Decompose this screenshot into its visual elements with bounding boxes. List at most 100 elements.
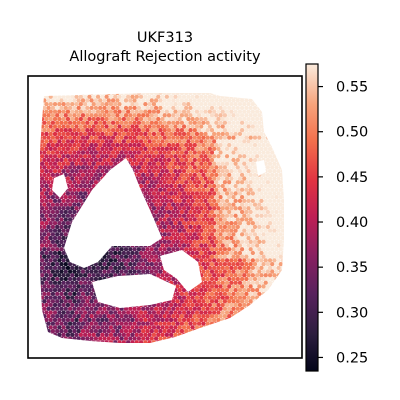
heatmap-spot	[181, 109, 187, 114]
heatmap-spot	[229, 109, 234, 114]
heatmap-spot	[255, 206, 260, 211]
heatmap-spot	[259, 176, 264, 181]
heatmap-spot	[44, 168, 49, 174]
heatmap-spot	[177, 228, 182, 233]
heatmap-spot	[192, 135, 197, 140]
heatmap-spot	[196, 128, 202, 133]
heatmap-spot	[224, 94, 230, 99]
heatmap-spot	[110, 120, 116, 125]
heatmap-spot	[50, 314, 56, 319]
heatmap-spot	[78, 198, 83, 204]
heatmap-spot	[237, 302, 243, 308]
heatmap-spot	[113, 273, 118, 278]
heatmap-spot	[209, 180, 215, 185]
heatmap-spot	[199, 288, 204, 293]
heatmap-spot	[246, 295, 251, 300]
heatmap-spot	[248, 93, 253, 96]
heatmap-spot	[138, 102, 144, 107]
heatmap-spot	[280, 325, 284, 330]
heatmap-spot	[233, 235, 238, 241]
heatmap-spot	[186, 295, 191, 300]
heatmap-spot	[44, 317, 49, 323]
heatmap-spot	[173, 183, 178, 189]
heatmap-spot	[72, 98, 77, 103]
heatmap-spot	[205, 135, 210, 140]
heatmap-spot	[42, 209, 47, 215]
heatmap-spot	[169, 317, 174, 323]
heatmap-spot	[220, 243, 225, 248]
heatmap-spot	[179, 150, 185, 155]
heatmap-spot	[166, 314, 172, 319]
heatmap-spot	[74, 288, 79, 293]
heatmap-spot	[244, 224, 249, 230]
heatmap-spot	[134, 265, 139, 270]
heatmap-spot	[52, 295, 58, 300]
heatmap-spot	[83, 102, 88, 107]
heatmap-spot	[231, 306, 236, 311]
heatmap-spot	[222, 232, 228, 237]
heatmap-spot	[229, 116, 234, 122]
heatmap-spot	[259, 213, 264, 218]
heatmap-spot	[244, 105, 249, 111]
heatmap-spot	[278, 321, 283, 326]
heatmap-spot	[175, 187, 180, 192]
heatmap-spot	[171, 299, 176, 304]
heatmap-spot	[40, 135, 43, 140]
heatmap-spot	[274, 142, 279, 148]
heatmap-spot	[237, 154, 243, 159]
heatmap-spot	[207, 340, 213, 343]
heatmap-spot	[194, 168, 200, 174]
heatmap-spot	[224, 302, 230, 308]
heatmap-spot	[272, 325, 277, 330]
heatmap-spot	[203, 228, 208, 233]
heatmap-spot	[255, 273, 260, 278]
heatmap-spot	[136, 328, 142, 334]
heatmap-spot	[280, 131, 284, 137]
heatmap-spot	[194, 94, 200, 99]
heatmap-spot	[272, 302, 277, 308]
heatmap-spot	[59, 321, 64, 326]
heatmap-spot	[280, 154, 284, 159]
heatmap-spot	[59, 135, 64, 140]
heatmap-spot	[184, 172, 189, 177]
heatmap-spot	[141, 93, 146, 96]
heatmap-spot	[110, 128, 116, 133]
heatmap-spot	[222, 172, 228, 177]
heatmap-spot	[267, 325, 273, 330]
heatmap-spot	[270, 150, 275, 155]
heatmap-spot	[184, 328, 189, 334]
heatmap-spot	[214, 336, 219, 341]
heatmap-spot	[239, 187, 245, 192]
heatmap-spot	[276, 250, 281, 256]
heatmap-spot	[55, 113, 60, 118]
heatmap-spot	[52, 198, 58, 204]
heatmap-spot	[196, 336, 202, 341]
heatmap-spot	[44, 116, 49, 122]
heatmap-spot	[222, 150, 228, 155]
heatmap-spot	[207, 131, 213, 137]
heatmap-spot	[216, 191, 221, 196]
heatmap-spot	[72, 314, 77, 319]
heatmap-spot	[276, 154, 281, 159]
heatmap-spot	[276, 161, 281, 166]
heatmap-spot	[153, 113, 159, 118]
heatmap-spot	[212, 183, 217, 189]
heatmap-spot	[67, 157, 73, 163]
heatmap-spot	[242, 325, 247, 330]
heatmap-spot	[52, 109, 58, 114]
heatmap-spot	[63, 209, 68, 215]
heatmap-spot	[257, 284, 262, 289]
heatmap-spot	[98, 128, 103, 133]
heatmap-spot	[261, 142, 266, 148]
heatmap-spot	[106, 336, 111, 341]
heatmap-spot	[42, 142, 47, 148]
heatmap-spot	[130, 250, 135, 256]
heatmap-spot	[91, 340, 96, 343]
heatmap-spot	[40, 284, 43, 289]
heatmap-spot	[158, 321, 163, 326]
heatmap-spot	[78, 288, 83, 293]
heatmap-spot	[201, 202, 206, 207]
heatmap-spot	[93, 299, 99, 304]
heatmap-spot	[282, 261, 284, 267]
heatmap-spot	[106, 105, 111, 111]
